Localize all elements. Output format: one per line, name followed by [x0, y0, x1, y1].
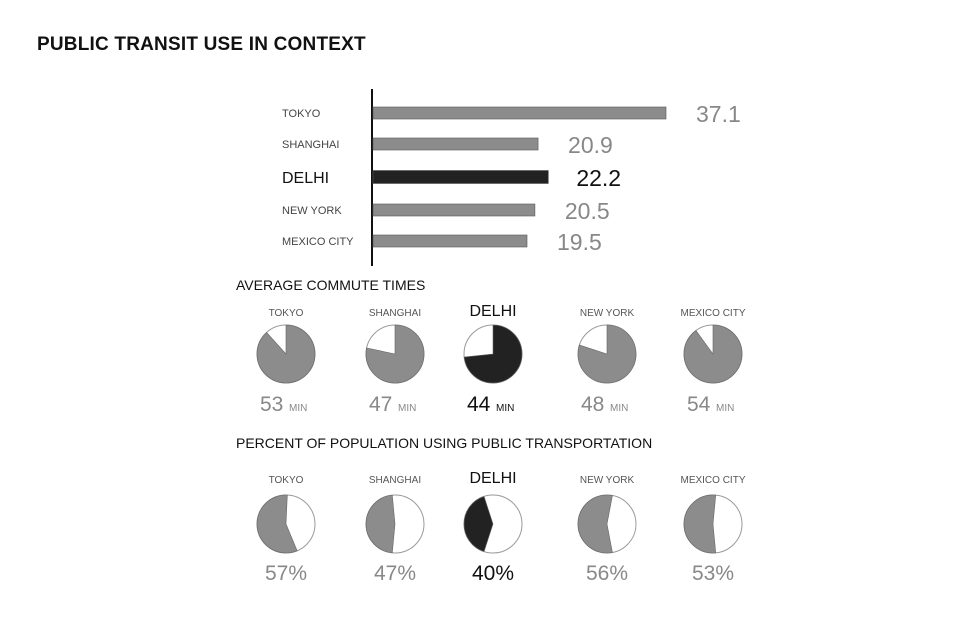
transit-pie-slice-delhi	[463, 496, 494, 552]
commute-section-title: AVERAGE COMMUTE TIMES	[236, 277, 425, 293]
bar-value-tokyo: 37.1	[696, 101, 741, 127]
bar-label-delhi: DELHI	[282, 170, 329, 187]
commute-pie-slice-new-york	[577, 324, 637, 384]
transit-pie-label-new-york: NEW YORK	[580, 475, 635, 486]
commute-value-shanghai: 47	[369, 393, 392, 416]
chart-title: PUBLIC TRANSIT USE IN CONTEXT	[37, 34, 366, 55]
commute-pie-label-new-york: NEW YORK	[580, 308, 635, 319]
transit-pie-label-delhi: DELHI	[469, 470, 516, 487]
commute-value-delhi: 44	[467, 393, 491, 416]
commute-value-mexico-city: 54	[687, 393, 711, 416]
transit-value-shanghai: 47%	[374, 562, 416, 585]
bar-shanghai	[372, 137, 539, 151]
transit-share-section-title: PERCENT OF POPULATION USING PUBLIC TRANS…	[236, 435, 652, 451]
bar-value-new-york: 20.5	[565, 198, 610, 224]
commute-pie-label-tokyo: TOKYO	[269, 308, 304, 319]
transit-pie-slice-mexico-city	[683, 494, 717, 554]
transit-pie-slice-new-york	[577, 494, 613, 554]
transit-value-mexico-city: 53%	[692, 562, 734, 585]
bar-value-shanghai: 20.9	[568, 132, 613, 158]
transit-value-tokyo: 57%	[265, 562, 307, 585]
commute-unit-mexico-city: MIN	[716, 403, 734, 414]
bar-label-new-york: NEW YORK	[282, 205, 342, 217]
commute-pie-slice-mexico-city	[683, 324, 743, 384]
commute-value-new-york: 48	[581, 393, 604, 416]
commute-unit-new-york: MIN	[610, 403, 628, 414]
bar-label-mexico-city: MEXICO CITY	[282, 236, 354, 248]
transit-pie-label-tokyo: TOKYO	[269, 475, 304, 486]
bar-mexico-city	[372, 234, 528, 248]
commute-pie-slice-delhi	[463, 324, 523, 384]
bar-value-delhi: 22.2	[576, 165, 621, 191]
commute-pie-label-delhi: DELHI	[469, 303, 516, 320]
transit-pie-slice-tokyo	[256, 494, 298, 554]
commute-pie-label-mexico-city: MEXICO CITY	[680, 308, 745, 319]
transit-value-delhi: 40%	[472, 562, 514, 585]
commute-unit-delhi: MIN	[496, 403, 514, 414]
bar-new-york	[372, 203, 536, 217]
commute-pie-label-shanghai: SHANGHAI	[369, 308, 421, 319]
commute-pie-slice-tokyo	[256, 324, 316, 384]
transit-pie-slice-shanghai	[365, 494, 396, 554]
bar-delhi	[372, 170, 549, 184]
commute-unit-tokyo: MIN	[289, 403, 307, 414]
bar-label-shanghai: SHANGHAI	[282, 139, 339, 151]
transit-value-new-york: 56%	[586, 562, 628, 585]
commute-unit-shanghai: MIN	[398, 403, 416, 414]
transit-pie-label-mexico-city: MEXICO CITY	[680, 475, 745, 486]
bar-value-mexico-city: 19.5	[557, 229, 602, 255]
bar-tokyo	[372, 106, 667, 120]
transit-pie-label-shanghai: SHANGHAI	[369, 475, 421, 486]
commute-pie-slice-shanghai	[365, 324, 425, 384]
bar-label-tokyo: TOKYO	[282, 108, 321, 120]
commute-value-tokyo: 53	[260, 393, 283, 416]
